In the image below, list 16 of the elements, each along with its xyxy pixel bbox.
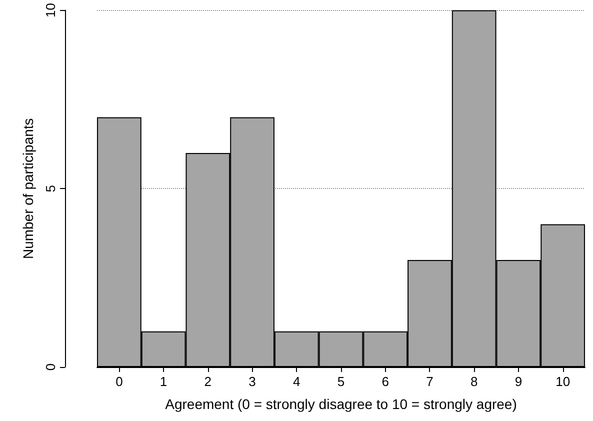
x-tick-label: 7 <box>426 374 434 389</box>
y-axis-title: Number of participants <box>20 118 36 260</box>
x-tick-label: 1 <box>160 374 168 389</box>
y-tick-label: 0 <box>43 363 58 371</box>
y-tick-label: 10 <box>43 2 58 18</box>
x-tick-label: 6 <box>382 374 389 389</box>
x-tick-label: 4 <box>293 374 300 389</box>
x-tick-label: 5 <box>337 374 345 389</box>
x-tick-label: 9 <box>514 374 522 389</box>
x-tick-label: 8 <box>470 374 478 389</box>
x-tick-label: 0 <box>116 374 123 389</box>
x-tick-label: 3 <box>248 374 256 389</box>
x-axis-title: Agreement (0 = strongly disagree to 10 = strongly agree) <box>165 396 517 412</box>
x-tick-label: 2 <box>204 374 212 389</box>
y-tick-label: 5 <box>43 185 58 192</box>
x-tick-label: 10 <box>556 374 570 389</box>
